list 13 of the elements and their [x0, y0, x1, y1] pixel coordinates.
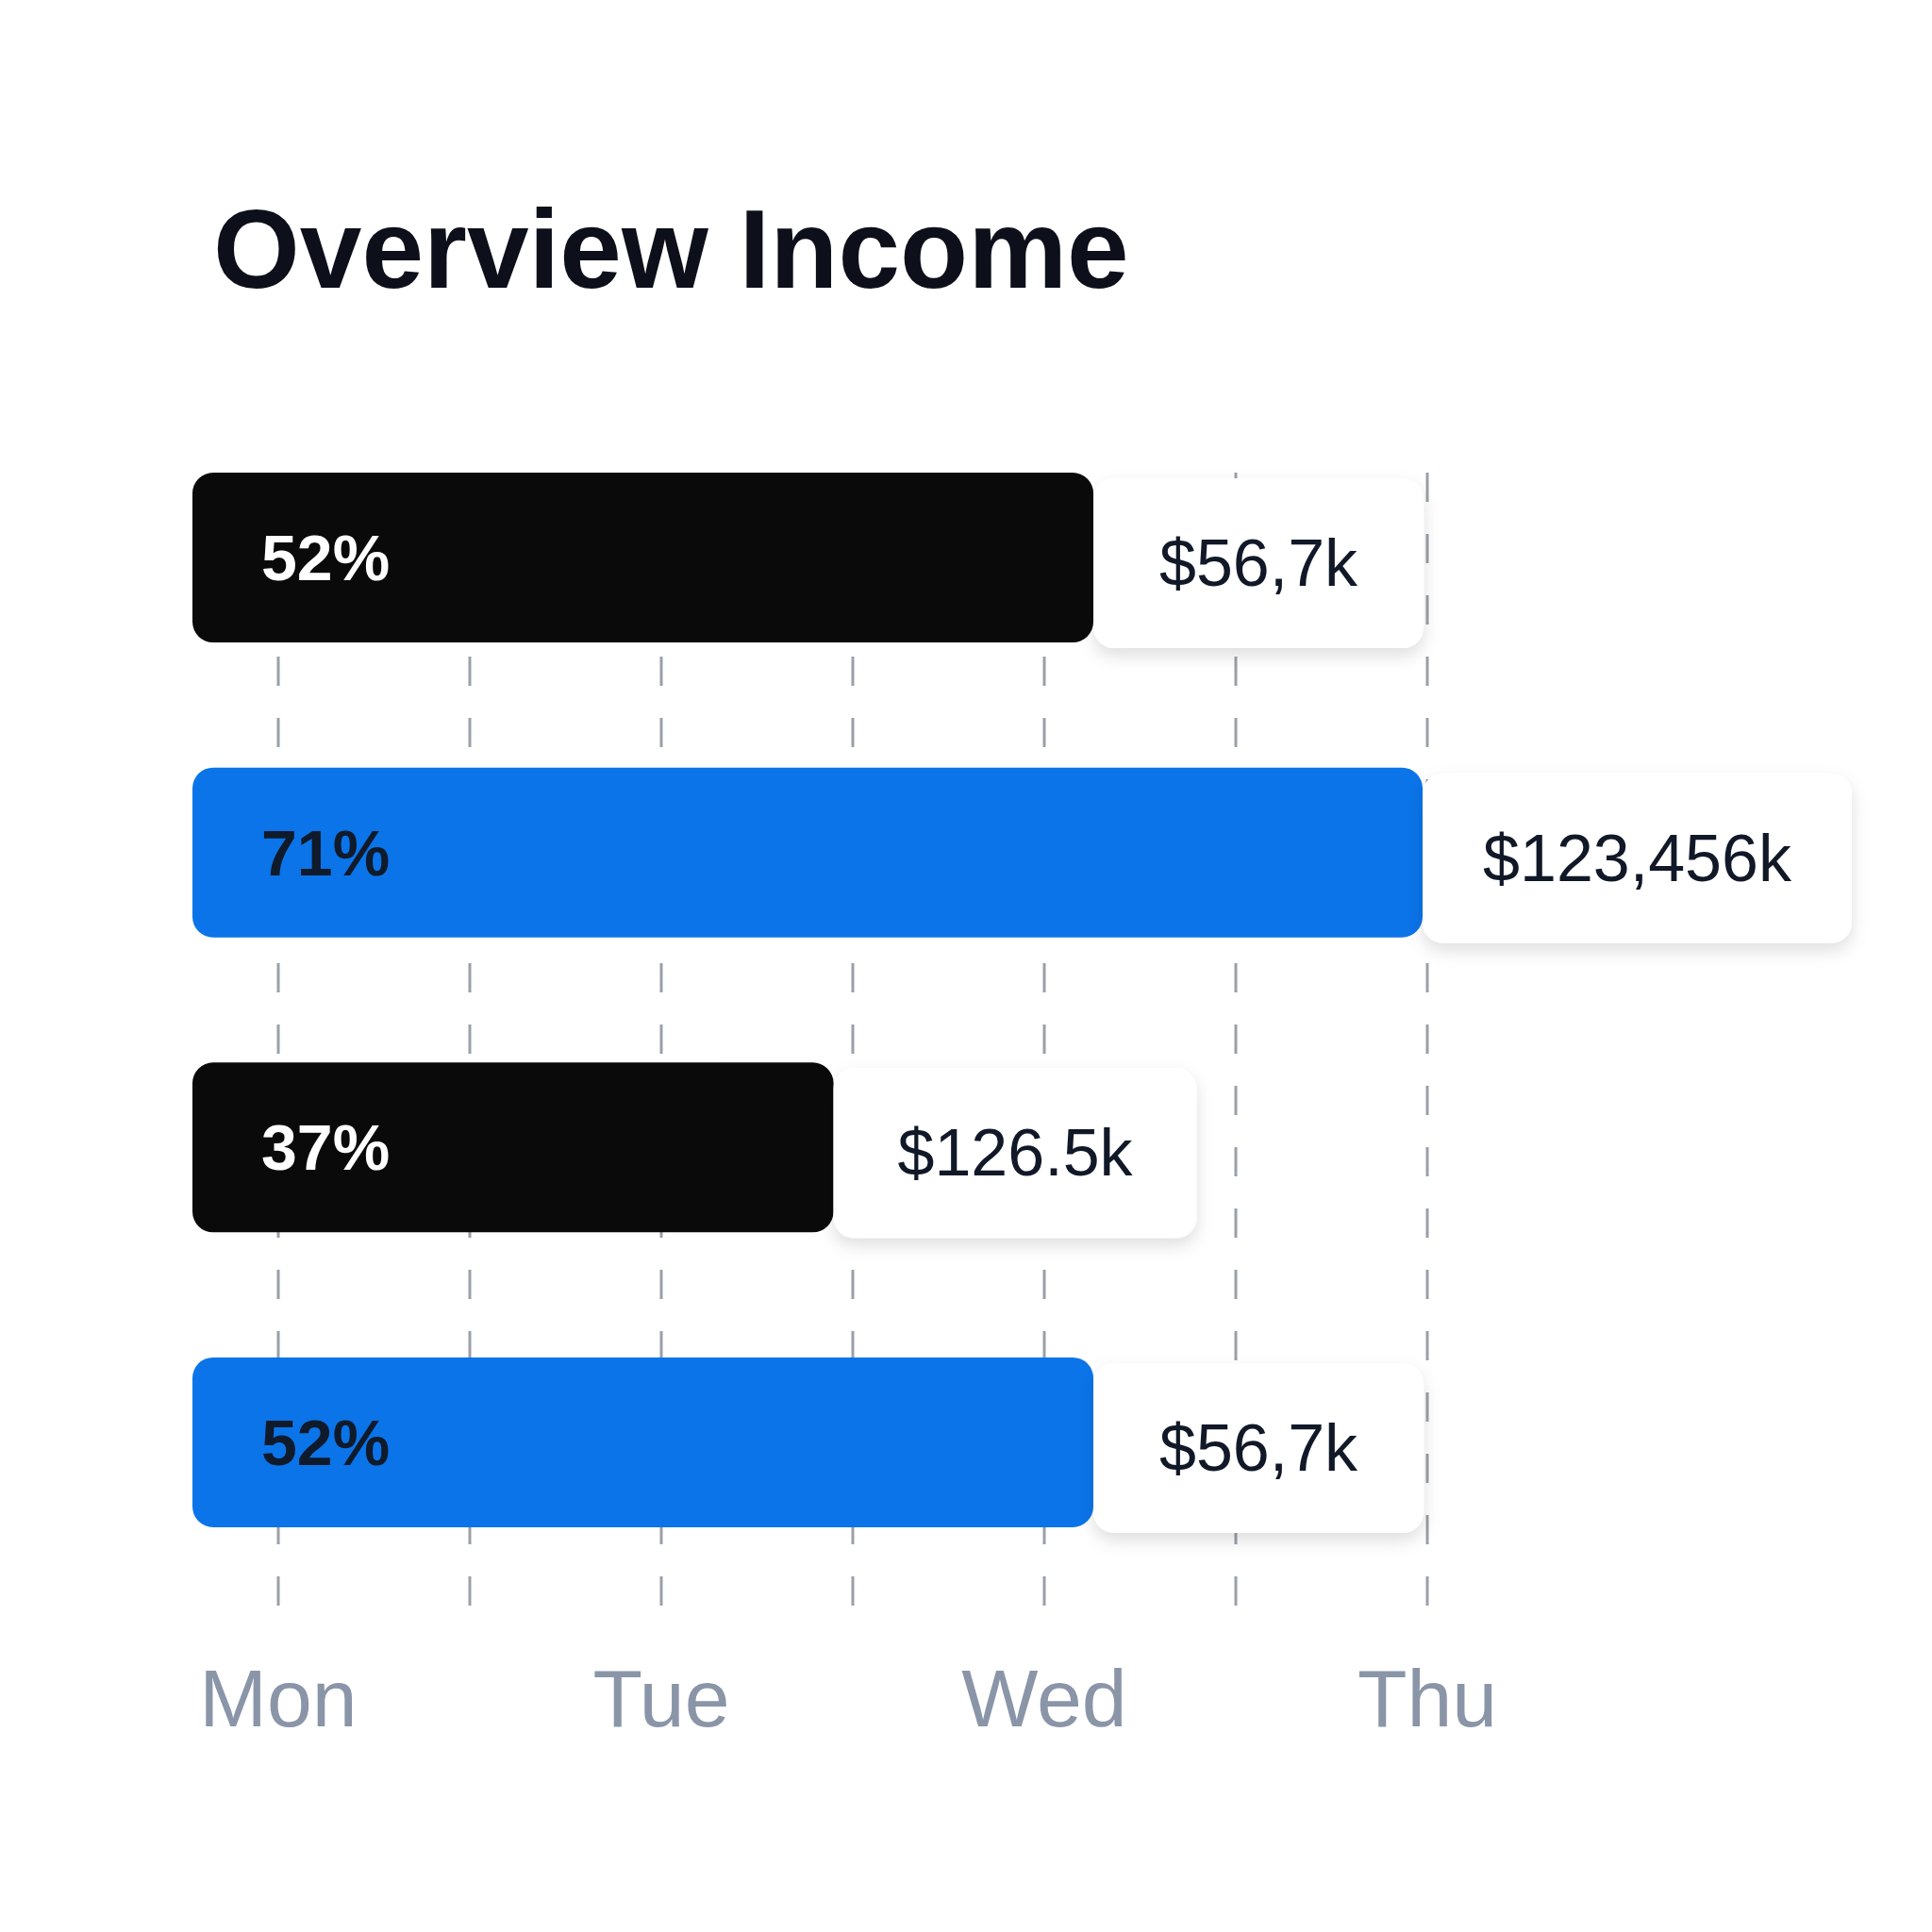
annotation: $56,7k	[1158, 1410, 1359, 1485]
text: Tue	[592, 1653, 730, 1743]
data-label: 71%	[261, 816, 391, 889]
data-label: 52%	[261, 522, 391, 594]
text: Thu	[1357, 1653, 1498, 1743]
annotation: $56,7k	[1158, 526, 1359, 601]
data-label: 52%	[261, 1406, 391, 1478]
text: Mon	[199, 1653, 358, 1743]
data-label: 37%	[261, 1111, 391, 1184]
annotation: $123,456k	[1483, 821, 1792, 895]
annotation: $126.5k	[897, 1116, 1134, 1191]
chart-title: Overview Income	[213, 187, 1129, 311]
text: Wed	[961, 1653, 1127, 1743]
